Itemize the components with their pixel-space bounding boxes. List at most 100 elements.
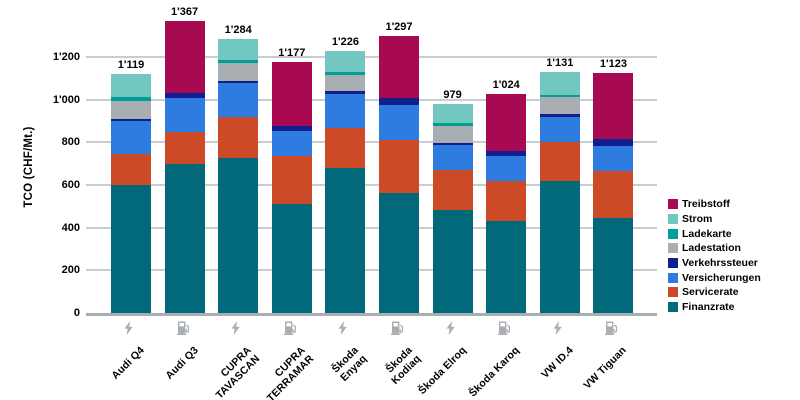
bar-segment-strom [111,74,151,98]
bar-segment-verkehrssteuer [379,98,419,106]
legend-label: Versicherungen [682,271,761,284]
bar-segment-ladekarte [111,97,151,101]
bar-segment-versicherungen [325,93,366,128]
legend-swatch [668,213,678,224]
legend-item-versicherungen: Versicherungen [668,271,761,284]
bar-segment-strom [539,71,580,95]
bar-segment-finanzrate [432,209,473,313]
bar-total-label: 979 [443,88,462,101]
bar-segment-treibstoff [271,61,312,126]
bar-segment-servicerate [539,142,580,181]
legend-label: Strom [682,212,713,225]
x-axis-label: Audi Q4 [56,344,148,400]
bar-segment-strom [432,103,473,123]
bar-segment-treibstoff [164,21,205,93]
legend-item-ladekarte: Ladekarte [668,227,761,240]
bar-segment-ladestation [325,74,366,91]
y-axis-title: TCO (CHF/Mt.) [23,126,35,208]
bar-segment-strom [325,51,366,73]
legend-label: Ladekarte [682,227,732,240]
lightning-icon [338,321,348,335]
legend-swatch [668,287,678,298]
bar-segment-verkehrssteuer [539,114,580,118]
bar-segment-versicherungen [379,105,419,141]
legend-item-ladestation: Ladestation [668,242,761,254]
fuel-pump-icon-wrap [605,321,618,340]
bar-total-label: 1'024 [492,79,520,92]
bar-segment-versicherungen [539,117,580,143]
gridline [86,183,657,186]
legend-label: Finanzrate [682,301,735,314]
legend-label: Servicerate [682,286,739,299]
bar-segment-finanzrate [164,163,205,313]
bar-segment-verkehrssteuer [218,80,259,84]
legend-item-finanzrate: Finanzrate [668,301,761,314]
bar-total-label: 1'284 [224,23,252,36]
y-tick-label: 400 [61,221,80,234]
bar-segment-servicerate [379,140,419,194]
lightning-icon [231,321,240,335]
bar-segment-ladestation [432,126,473,143]
bar-total-label: 1'367 [171,6,199,19]
fuel-pump-icon [498,321,511,335]
lightning-icon [553,321,562,335]
bar-segment-servicerate [325,127,366,168]
fuel-pump-icon-wrap [391,321,404,340]
bar-total-label: 1'297 [385,21,413,34]
x-axis-baseline [86,313,657,316]
gridline [86,141,657,144]
fuel-pump-icon-wrap [176,321,190,340]
fuel-pump-icon [176,321,189,335]
bar-segment-verkehrssteuer [432,142,473,146]
lightning-icon-wrap [445,321,456,340]
fuel-pump-icon-wrap [498,321,511,340]
bar-segment-servicerate [432,169,473,210]
bar-segment-verkehrssteuer [593,139,634,146]
bar-segment-versicherungen [271,131,312,157]
bar-segment-treibstoff [379,36,419,98]
legend-swatch [668,243,678,254]
bar-segment-ladestation [539,97,580,114]
y-tick-label: 0 [73,307,80,319]
bar-segment-verkehrssteuer [325,90,366,94]
bar-segment-servicerate [111,153,151,185]
y-tick-label: 600 [61,178,80,191]
legend: Treibstoff Strom Ladekarte Ladestation Verke… [668,198,761,317]
bar-segment-versicherungen [432,145,473,170]
bar-segment-servicerate [271,156,312,205]
bar-segment-verkehrssteuer [164,92,205,98]
gridline [86,98,657,101]
legend-swatch [668,258,678,268]
bar-segment-versicherungen [111,120,151,154]
lightning-icon [124,321,133,335]
bar-total-label: 1'177 [278,46,306,59]
fuel-pump-icon-wrap [283,321,297,340]
bar-segment-verkehrssteuer [486,150,527,157]
fuel-pump-icon [605,321,618,335]
bar-segment-ladekarte [539,94,580,98]
y-tick-label: 800 [61,136,80,149]
bar-total-label: 1'226 [331,36,359,49]
bar-segment-ladekarte [432,122,473,127]
legend-swatch [668,228,678,239]
bar-segment-finanzrate [271,204,312,313]
bar-total-label: 1'123 [599,58,627,71]
gridline [86,55,657,58]
bar-segment-verkehrssteuer [111,118,151,121]
legend-label: Verkehrssteuer [682,257,758,269]
fuel-pump-icon [283,321,296,335]
bar-segment-ladekarte [218,59,259,63]
legend-item-verkehrssteuer: Verkehrssteuer [668,257,761,269]
gridline [86,269,657,272]
fuel-pump-icon [391,321,403,335]
bar-segment-versicherungen [164,98,205,132]
legend-item-treibstoff: Treibstoff [668,198,761,210]
legend-item-servicerate: Servicerate [668,286,761,299]
bar-segment-finanzrate [486,220,527,313]
bar-total-label: 1'131 [546,56,574,69]
lightning-icon-wrap [552,321,563,340]
legend-item-strom: Strom [668,212,761,225]
bar-segment-versicherungen [486,156,527,181]
bar-segment-finanzrate [325,167,366,313]
